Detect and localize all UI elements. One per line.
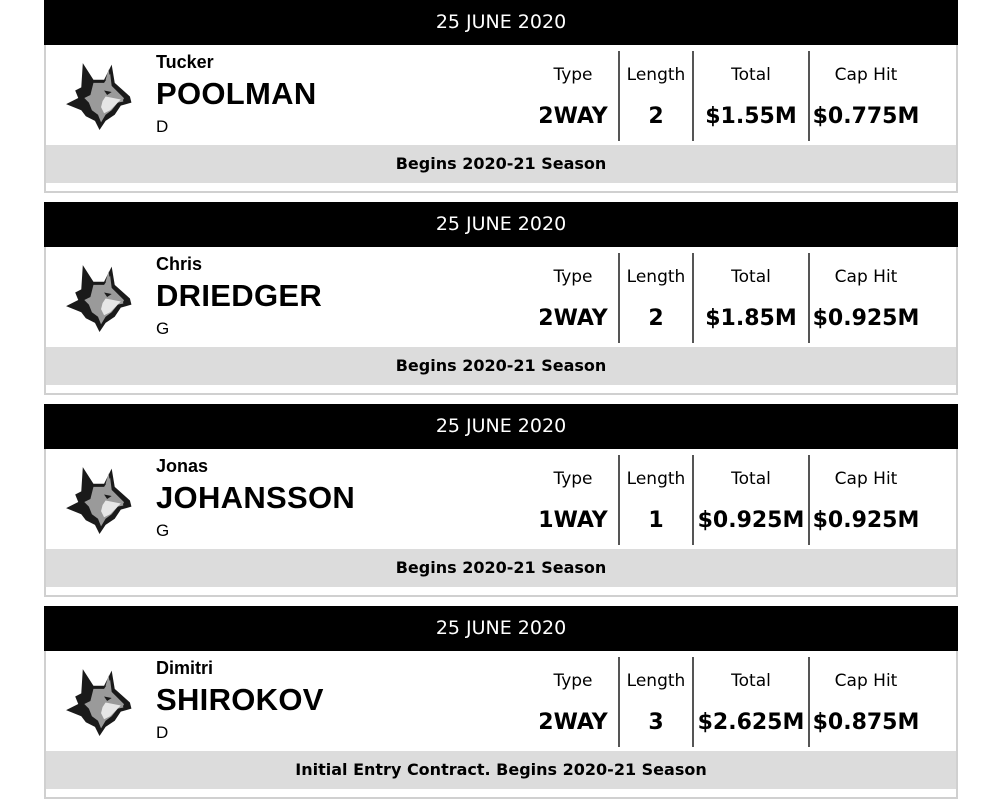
stat-type: Type 2WAY [528, 51, 618, 141]
player-first-name: Tucker [156, 52, 214, 72]
stat-cap-hit-label: Cap Hit [834, 671, 898, 691]
stat-length-label: Length [626, 65, 686, 85]
player-last-name: POOLMAN [156, 76, 317, 111]
player-position: G [156, 521, 170, 540]
contract-date: 25 JUNE 2020 [44, 404, 958, 449]
stat-length-value: 2 [648, 306, 664, 331]
husky-logo-icon [66, 467, 132, 534]
player-position: D [156, 723, 169, 742]
card-bottom-border [44, 385, 958, 395]
contract-date: 25 JUNE 2020 [44, 606, 958, 651]
stat-type: Type 1WAY [528, 455, 618, 545]
stat-type: Type 2WAY [528, 253, 618, 343]
stat-type: Type 2WAY [528, 657, 618, 747]
stat-total-label: Total [731, 671, 771, 691]
stat-total-label: Total [731, 469, 771, 489]
contract-card: 25 JUNE 2020 Dimitri SHIROKOV D [44, 606, 958, 801]
stat-cap-hit-label: Cap Hit [834, 267, 898, 287]
stat-cap-hit: Cap Hit $0.925M [808, 455, 922, 545]
contract-note: Initial Entry Contract. Begins 2020-21 S… [44, 751, 958, 789]
contract-date: 25 JUNE 2020 [44, 0, 958, 45]
contract-details: Jonas JOHANSSON G Type 1WAY Length 1 Tot… [44, 449, 958, 549]
husky-logo-icon [66, 669, 132, 736]
contract-list: 25 JUNE 2020 Tucker POOLMAN D [44, 0, 958, 808]
stat-total: Total $1.55M [692, 51, 808, 141]
stat-type-value: 2WAY [538, 104, 608, 129]
contract-card: 25 JUNE 2020 Chris DRIEDGER G [44, 202, 958, 397]
card-bottom-border [44, 789, 958, 799]
contract-card: 25 JUNE 2020 Jonas JOHANSSON G [44, 404, 958, 599]
card-bottom-border [44, 587, 958, 597]
stat-length-label: Length [626, 267, 686, 287]
player-last-name: DRIEDGER [156, 278, 323, 313]
contract-details: Dimitri SHIROKOV D Type 2WAY Length 3 To… [44, 651, 958, 751]
stat-length: Length 2 [618, 253, 692, 343]
contract-card: 25 JUNE 2020 Tucker POOLMAN D [44, 0, 958, 195]
stat-length-value: 2 [648, 104, 664, 129]
stat-type-label: Type [553, 65, 593, 85]
stat-total-value: $1.55M [705, 104, 797, 129]
stat-cap-hit: Cap Hit $0.775M [808, 51, 922, 141]
stat-total: Total $1.85M [692, 253, 808, 343]
player-first-name: Jonas [156, 456, 209, 476]
player-first-name: Chris [156, 254, 203, 274]
contract-note: Begins 2020-21 Season [44, 145, 958, 183]
stat-total: Total $2.625M [692, 657, 808, 747]
stat-type-label: Type [553, 267, 593, 287]
stat-total: Total $0.925M [692, 455, 808, 545]
stat-length-value: 1 [648, 508, 664, 533]
stat-length: Length 2 [618, 51, 692, 141]
stat-cap-hit-label: Cap Hit [834, 469, 898, 489]
contract-stats: Type 2WAY Length 2 Total $1.55M Cap Hit … [528, 51, 922, 141]
stat-length: Length 3 [618, 657, 692, 747]
player-last-name: JOHANSSON [156, 480, 356, 515]
stat-total-value: $1.85M [705, 306, 797, 331]
stat-type-value: 2WAY [538, 710, 608, 735]
contract-stats: Type 2WAY Length 2 Total $1.85M Cap Hit … [528, 253, 922, 343]
stat-type-value: 1WAY [538, 508, 608, 533]
stat-length-label: Length [626, 469, 686, 489]
contract-note: Begins 2020-21 Season [44, 549, 958, 587]
player-first-name: Dimitri [156, 658, 214, 678]
stat-length-value: 3 [648, 710, 664, 735]
contract-stats: Type 2WAY Length 3 Total $2.625M Cap Hit… [528, 657, 922, 747]
contract-details: Chris DRIEDGER G Type 2WAY Length 2 Tota… [44, 247, 958, 347]
card-bottom-border [44, 183, 958, 193]
player-position: G [156, 319, 170, 338]
stat-cap-hit: Cap Hit $0.925M [808, 253, 922, 343]
player-position: D [156, 117, 169, 136]
player-last-name: SHIROKOV [156, 682, 324, 717]
stat-total-label: Total [731, 267, 771, 287]
stat-total-value: $0.925M [697, 508, 805, 533]
stat-cap-hit-value: $0.775M [812, 104, 920, 129]
stat-type-value: 2WAY [538, 306, 608, 331]
stat-length-label: Length [626, 671, 686, 691]
stat-cap-hit: Cap Hit $0.875M [808, 657, 922, 747]
stat-type-label: Type [553, 671, 593, 691]
stat-length: Length 1 [618, 455, 692, 545]
stat-type-label: Type [553, 469, 593, 489]
contract-date: 25 JUNE 2020 [44, 202, 958, 247]
contract-note: Begins 2020-21 Season [44, 347, 958, 385]
contract-stats: Type 1WAY Length 1 Total $0.925M Cap Hit… [528, 455, 922, 545]
husky-logo-icon [66, 63, 132, 130]
contract-details: Tucker POOLMAN D Type 2WAY Length 2 Tota… [44, 45, 958, 145]
stat-cap-hit-label: Cap Hit [834, 65, 898, 85]
stat-cap-hit-value: $0.875M [812, 710, 920, 735]
husky-logo-icon [66, 265, 132, 332]
stat-cap-hit-value: $0.925M [812, 306, 920, 331]
stat-cap-hit-value: $0.925M [812, 508, 920, 533]
stat-total-value: $2.625M [697, 710, 805, 735]
stat-total-label: Total [731, 65, 771, 85]
